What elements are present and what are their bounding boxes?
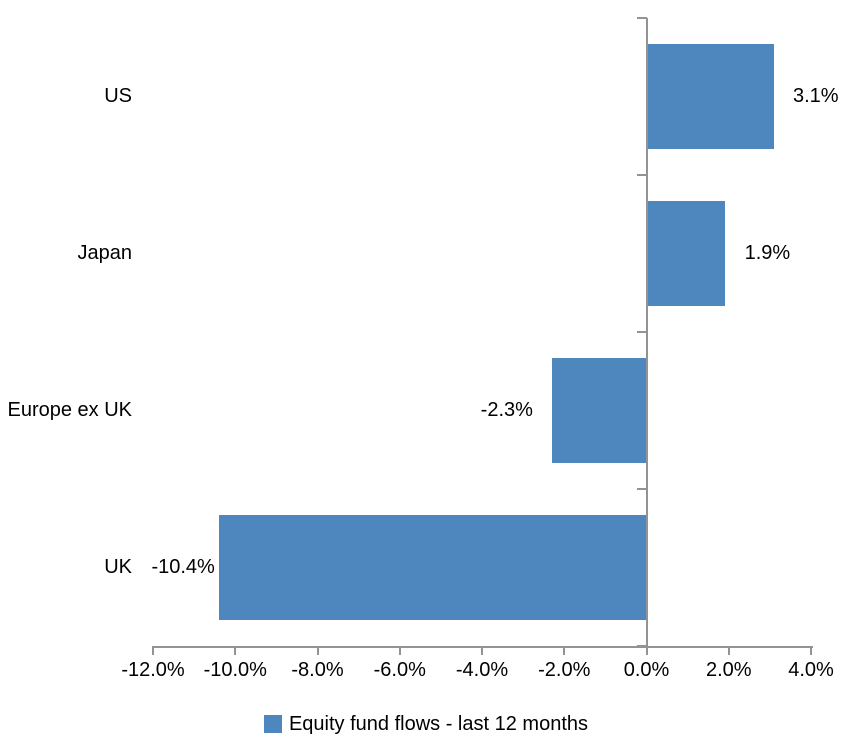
- x-axis-tick: [563, 646, 566, 655]
- zero-axis-line: [645, 18, 648, 654]
- x-axis-tick-label: -10.0%: [203, 659, 267, 681]
- bar-us: [646, 44, 774, 149]
- x-axis-tick-label: -6.0%: [373, 659, 426, 681]
- legend-label: Equity fund flows - last 12 months: [288, 712, 589, 735]
- category-axis-tick: [636, 174, 647, 176]
- data-label: 3.1%: [792, 85, 839, 107]
- x-axis-tick-label: -4.0%: [455, 659, 509, 681]
- data-label: 1.9%: [744, 242, 791, 264]
- category-label: Japan: [77, 242, 133, 264]
- x-axis-line: [153, 646, 813, 648]
- x-axis-tick-label: 0.0%: [623, 659, 670, 681]
- category-axis-tick: [636, 488, 647, 490]
- category-axis-tick: [636, 645, 647, 647]
- bar-uk: [218, 515, 647, 620]
- legend: Equity fund flows - last 12 months: [0, 710, 852, 738]
- x-axis-tick-label: -12.0%: [121, 659, 185, 681]
- bar-japan: [646, 201, 725, 306]
- data-label: -10.4%: [151, 556, 215, 578]
- x-axis-tick: [810, 646, 812, 655]
- x-axis-tick: [234, 646, 237, 655]
- x-axis-tick-label: 2.0%: [705, 659, 752, 681]
- category-axis-tick: [636, 17, 647, 19]
- bar-europe-ex-uk: [551, 358, 647, 463]
- category-label: Europe ex UK: [7, 399, 132, 421]
- x-axis-tick: [152, 646, 154, 655]
- x-axis-tick-label: -2.0%: [538, 659, 591, 681]
- data-label: -2.3%: [480, 399, 533, 421]
- x-axis-tick: [727, 646, 730, 655]
- x-axis-tick-label: -8.0%: [291, 659, 344, 681]
- x-axis-tick: [398, 646, 401, 655]
- category-label: UK: [104, 556, 132, 578]
- x-axis-tick-label: 4.0%: [788, 659, 834, 681]
- x-axis-tick: [316, 646, 319, 655]
- x-axis-tick: [481, 646, 483, 655]
- category-axis-tick: [636, 331, 647, 333]
- category-label: US: [104, 85, 132, 107]
- legend-swatch-icon: [263, 715, 282, 733]
